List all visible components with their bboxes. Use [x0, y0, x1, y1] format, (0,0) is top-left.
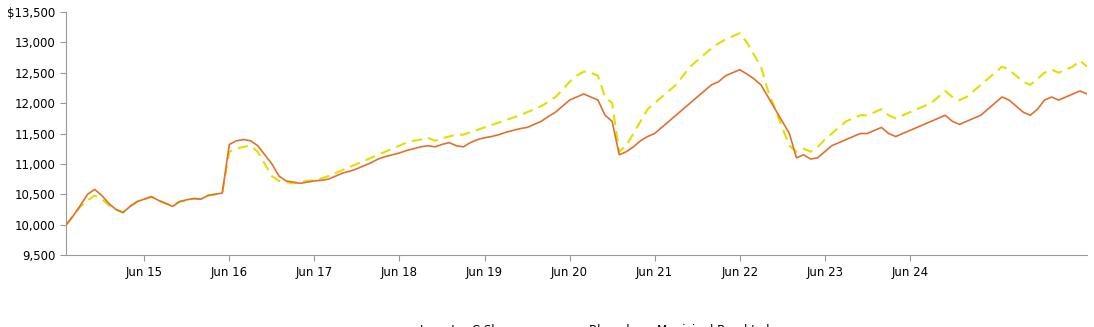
Legend: Investor C Shares, Bloomberg Municipal Bond Index: Investor C Shares, Bloomberg Municipal B…	[364, 319, 789, 327]
